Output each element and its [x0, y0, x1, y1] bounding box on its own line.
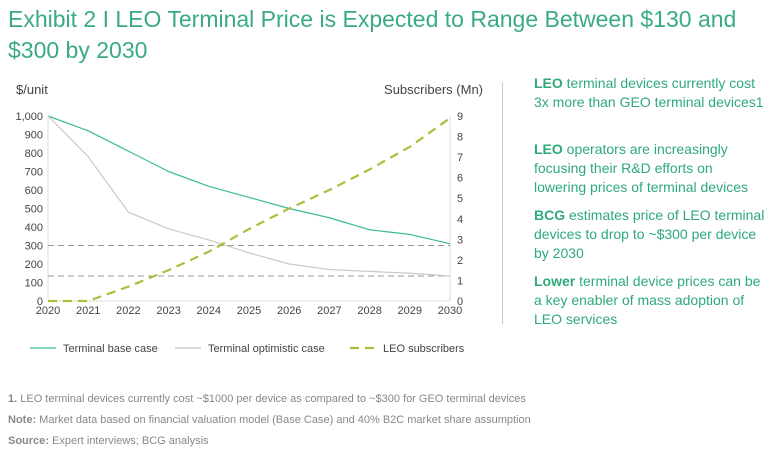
series-line-terminal-optimistic-case	[47, 115, 451, 277]
y2-tick-label: 5	[457, 193, 463, 205]
legend-label: Terminal optimistic case	[208, 343, 325, 355]
chart-title: Exhibit 2 I LEO Terminal Price is Expect…	[8, 6, 737, 63]
insight-2: LEO operators are increasingly focusing …	[534, 140, 766, 197]
y-tick-label: 100	[25, 278, 43, 290]
insight-text: operators are increasingly focusing thei…	[534, 141, 748, 195]
x-tick-label: 2023	[156, 305, 180, 317]
footnote-text: LEO terminal devices currently cost ~$10…	[17, 393, 526, 405]
y-tick-label: 200	[25, 259, 43, 271]
y-tick-label: 900	[25, 130, 43, 142]
insight-bold: BCG	[534, 207, 566, 223]
y2-tick-label: 1	[457, 275, 463, 287]
y-axis-label: $/unit	[16, 82, 48, 97]
y-tick-label: 800	[25, 148, 43, 160]
x-tick-label: 2030	[438, 305, 462, 317]
y2-tick-label: 3	[457, 234, 463, 246]
insight-bold: Lower	[534, 273, 576, 289]
line-chart: $/unit Subscribers (Mn)010020030040050060…	[15, 82, 483, 355]
x-tick-label: 2026	[277, 305, 301, 317]
y2-tick-label: 0	[457, 296, 463, 308]
x-tick-label: 2029	[398, 305, 422, 317]
insight-1: LEO terminal devices currently cost 3x m…	[534, 74, 766, 112]
footnote-source: Source: Expert interviews; BCG analysis	[8, 435, 209, 447]
y2-tick-label: 7	[457, 152, 463, 164]
x-tick-label: 2025	[237, 305, 261, 317]
insight-text: estimates price of LEO terminal devices …	[534, 207, 765, 261]
x-tick-label: 2020	[36, 305, 60, 317]
y2-tick-label: 9	[457, 111, 463, 123]
insight-text: terminal devices currently cost 3x more …	[534, 75, 764, 110]
y2-axis-label: Subscribers (Mn)	[384, 82, 483, 97]
series-line-terminal-base-case	[47, 115, 451, 245]
x-tick-label: 2027	[317, 305, 341, 317]
y-tick-label: 400	[25, 222, 43, 234]
insight-4: Lower terminal device prices can be a ke…	[534, 272, 766, 329]
footnote-label: Note:	[8, 414, 37, 426]
footnote-note: Note: Market data based on financial val…	[8, 414, 531, 426]
footnote-text: Expert interviews; BCG analysis	[48, 435, 209, 447]
footnote-1: 1. LEO terminal devices currently cost ~…	[8, 393, 526, 405]
footnote-label: Source:	[8, 435, 49, 447]
x-tick-label: 2021	[76, 305, 100, 317]
series-line-leo-subscribers	[48, 117, 451, 303]
legend-label: LEO subscribers	[383, 343, 465, 355]
y-tick-label: 500	[25, 204, 43, 216]
insight-bold: LEO	[534, 75, 563, 91]
y-tick-label: 300	[25, 241, 43, 253]
insight-text: terminal device prices can be a key enab…	[534, 273, 761, 327]
footnote-label: 1.	[8, 393, 18, 405]
x-tick-label: 2028	[357, 305, 381, 317]
divider	[502, 82, 503, 324]
x-tick-label: 2024	[197, 305, 221, 317]
y-tick-label: 600	[25, 185, 43, 197]
y2-tick-label: 8	[457, 132, 463, 144]
x-tick-label: 2022	[116, 305, 140, 317]
y-tick-label: 700	[25, 167, 43, 179]
insight-3: BCG estimates price of LEO terminal devi…	[534, 206, 766, 263]
y2-tick-label: 2	[457, 255, 463, 267]
footnote-text: Market data based on financial valuation…	[36, 414, 531, 426]
y2-tick-label: 4	[457, 214, 463, 226]
y-tick-label: 0	[37, 296, 43, 308]
legend-label: Terminal base case	[63, 343, 158, 355]
y2-tick-label: 6	[457, 173, 463, 185]
insight-bold: LEO	[534, 141, 563, 157]
y-tick-label: 1,000	[15, 111, 43, 123]
